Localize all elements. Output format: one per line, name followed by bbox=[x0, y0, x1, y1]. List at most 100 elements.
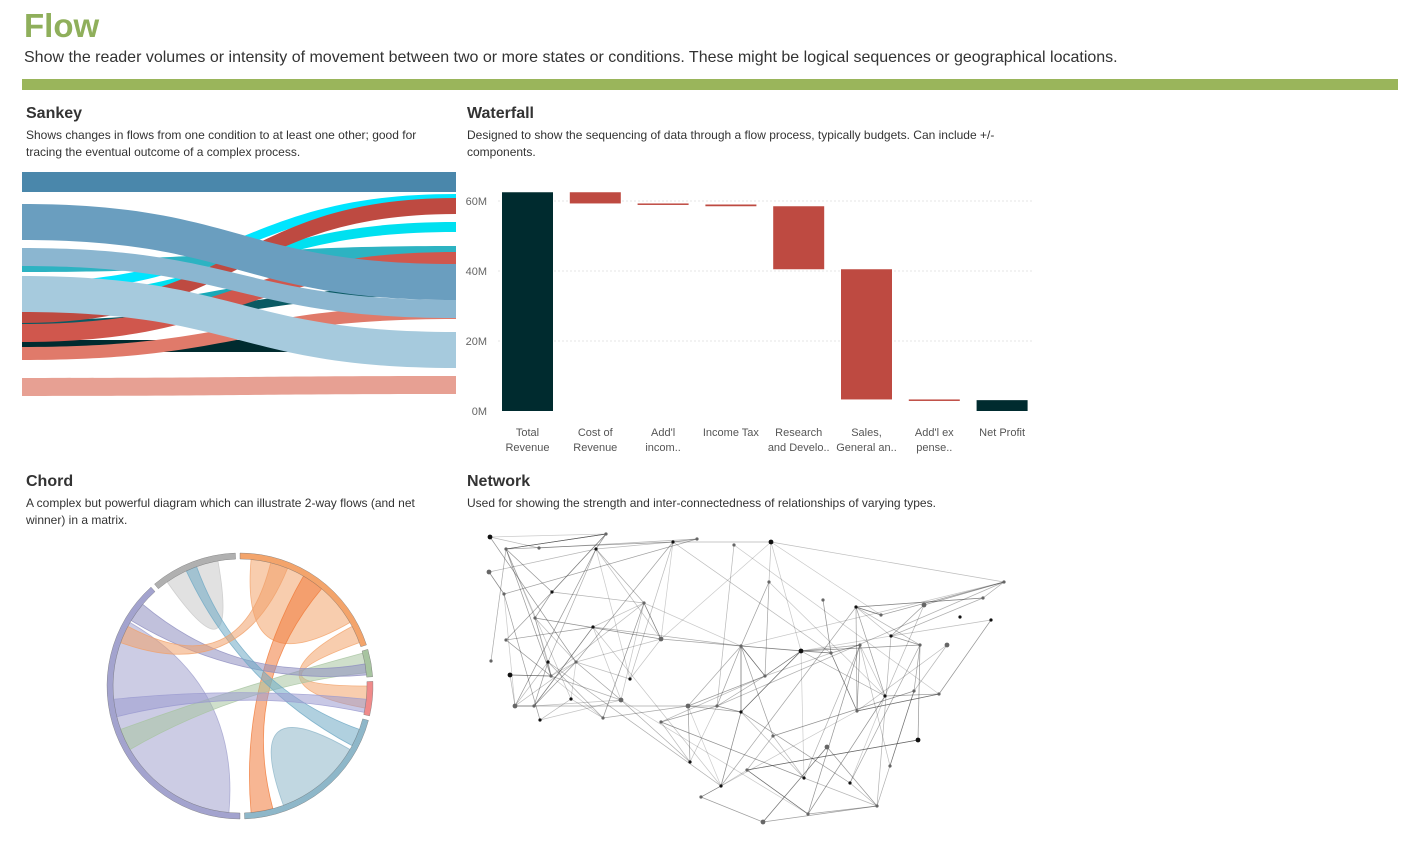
waterfall-category-label: Revenue bbox=[505, 442, 549, 454]
network-node[interactable] bbox=[1002, 580, 1006, 584]
waterfall-category-label: General an.. bbox=[836, 442, 897, 454]
network-edge bbox=[643, 602, 662, 640]
network-edge bbox=[772, 690, 915, 737]
network-node[interactable] bbox=[798, 648, 804, 654]
network-node[interactable] bbox=[854, 605, 858, 609]
network-node[interactable] bbox=[883, 694, 887, 698]
network-node[interactable] bbox=[937, 692, 941, 696]
chord-group-arc[interactable] bbox=[106, 586, 241, 820]
network-node[interactable] bbox=[695, 537, 699, 541]
network-node[interactable] bbox=[760, 819, 766, 825]
waterfall-bar[interactable] bbox=[637, 203, 689, 205]
network-node[interactable] bbox=[918, 643, 922, 647]
network-node[interactable] bbox=[763, 674, 767, 678]
sankey-desc-line-1: Shows changes in flows from one conditio… bbox=[26, 128, 417, 142]
network-node[interactable] bbox=[533, 616, 537, 620]
network-edge bbox=[660, 721, 691, 763]
network-node[interactable] bbox=[875, 804, 879, 808]
chord-diagram[interactable] bbox=[100, 546, 380, 826]
chord-group-arc[interactable] bbox=[363, 681, 374, 717]
network-node[interactable] bbox=[879, 613, 883, 617]
sankey-link[interactable] bbox=[22, 248, 456, 318]
network-node[interactable] bbox=[768, 539, 774, 545]
network-node[interactable] bbox=[921, 602, 927, 608]
network-edge bbox=[746, 739, 919, 771]
sankey-chart[interactable] bbox=[22, 164, 456, 464]
network-node[interactable] bbox=[642, 601, 646, 605]
waterfall-bar[interactable] bbox=[705, 204, 757, 207]
network-node[interactable] bbox=[699, 795, 703, 799]
network-node[interactable] bbox=[658, 636, 664, 642]
waterfall-bar[interactable] bbox=[976, 400, 1028, 411]
network-edge bbox=[849, 644, 921, 784]
sankey-link[interactable] bbox=[22, 172, 456, 192]
network-node[interactable] bbox=[802, 776, 806, 780]
sankey-link[interactable] bbox=[22, 276, 456, 368]
network-node[interactable] bbox=[671, 540, 675, 544]
network-node[interactable] bbox=[767, 580, 771, 584]
waterfall-bar[interactable] bbox=[841, 269, 892, 400]
waterfall-bar[interactable] bbox=[569, 192, 621, 204]
network-node[interactable] bbox=[771, 734, 775, 738]
sankey-link[interactable] bbox=[22, 376, 456, 396]
network-node[interactable] bbox=[507, 672, 513, 678]
network-edge bbox=[660, 675, 766, 723]
chord-group-arc[interactable] bbox=[361, 649, 373, 678]
network-node[interactable] bbox=[537, 546, 541, 550]
network-node[interactable] bbox=[502, 592, 506, 596]
network-node[interactable] bbox=[538, 718, 542, 722]
waterfall-chart[interactable]: 0M 20M 40M 60M Total Revenue Cost of Revenue Add… bbox=[460, 170, 1040, 460]
network-edge bbox=[807, 695, 886, 815]
network-node[interactable] bbox=[912, 689, 916, 693]
network-node[interactable] bbox=[915, 737, 921, 743]
network-node[interactable] bbox=[618, 697, 624, 703]
network-node[interactable] bbox=[659, 720, 663, 724]
waterfall-bar[interactable] bbox=[502, 192, 553, 411]
network-node[interactable] bbox=[601, 716, 605, 720]
network-node[interactable] bbox=[504, 547, 508, 551]
chord-group-arc[interactable] bbox=[154, 552, 236, 589]
network-node[interactable] bbox=[739, 710, 743, 714]
waterfall-y-tick-label: 20M bbox=[466, 336, 487, 348]
network-node[interactable] bbox=[574, 660, 578, 664]
network-node[interactable] bbox=[855, 709, 859, 713]
network-node[interactable] bbox=[958, 615, 962, 619]
network-node[interactable] bbox=[688, 760, 692, 764]
network-node[interactable] bbox=[550, 590, 554, 594]
network-node[interactable] bbox=[591, 625, 595, 629]
network-node[interactable] bbox=[824, 744, 830, 750]
network-node[interactable] bbox=[829, 651, 833, 655]
network-node[interactable] bbox=[685, 703, 691, 709]
network-node[interactable] bbox=[546, 660, 550, 664]
network-node[interactable] bbox=[628, 677, 632, 681]
network-node[interactable] bbox=[569, 697, 573, 701]
network-node[interactable] bbox=[504, 638, 508, 642]
network-node[interactable] bbox=[889, 634, 893, 638]
network-node[interactable] bbox=[715, 704, 719, 708]
network-node[interactable] bbox=[604, 532, 608, 536]
network-node[interactable] bbox=[944, 642, 950, 648]
network-node[interactable] bbox=[821, 598, 825, 602]
network-node[interactable] bbox=[848, 781, 852, 785]
network-node[interactable] bbox=[739, 644, 743, 648]
network-node[interactable] bbox=[981, 596, 985, 600]
network-node[interactable] bbox=[532, 704, 536, 708]
sankey-link[interactable] bbox=[22, 204, 456, 300]
network-node[interactable] bbox=[858, 643, 862, 647]
network-node[interactable] bbox=[486, 569, 492, 575]
waterfall-bar[interactable] bbox=[773, 206, 825, 270]
network-edge bbox=[534, 617, 662, 640]
network-node[interactable] bbox=[594, 547, 598, 551]
chord-group-arc[interactable] bbox=[244, 718, 369, 820]
waterfall-bar[interactable] bbox=[908, 399, 960, 401]
network-node[interactable] bbox=[888, 764, 892, 768]
network-node[interactable] bbox=[732, 543, 736, 547]
network-node[interactable] bbox=[806, 812, 810, 816]
network-node[interactable] bbox=[745, 768, 749, 772]
network-node[interactable] bbox=[549, 674, 553, 678]
network-node[interactable] bbox=[719, 784, 723, 788]
network-node[interactable] bbox=[487, 534, 493, 540]
network-node[interactable] bbox=[989, 618, 993, 622]
network-node[interactable] bbox=[489, 659, 493, 663]
network-node[interactable] bbox=[512, 703, 518, 709]
